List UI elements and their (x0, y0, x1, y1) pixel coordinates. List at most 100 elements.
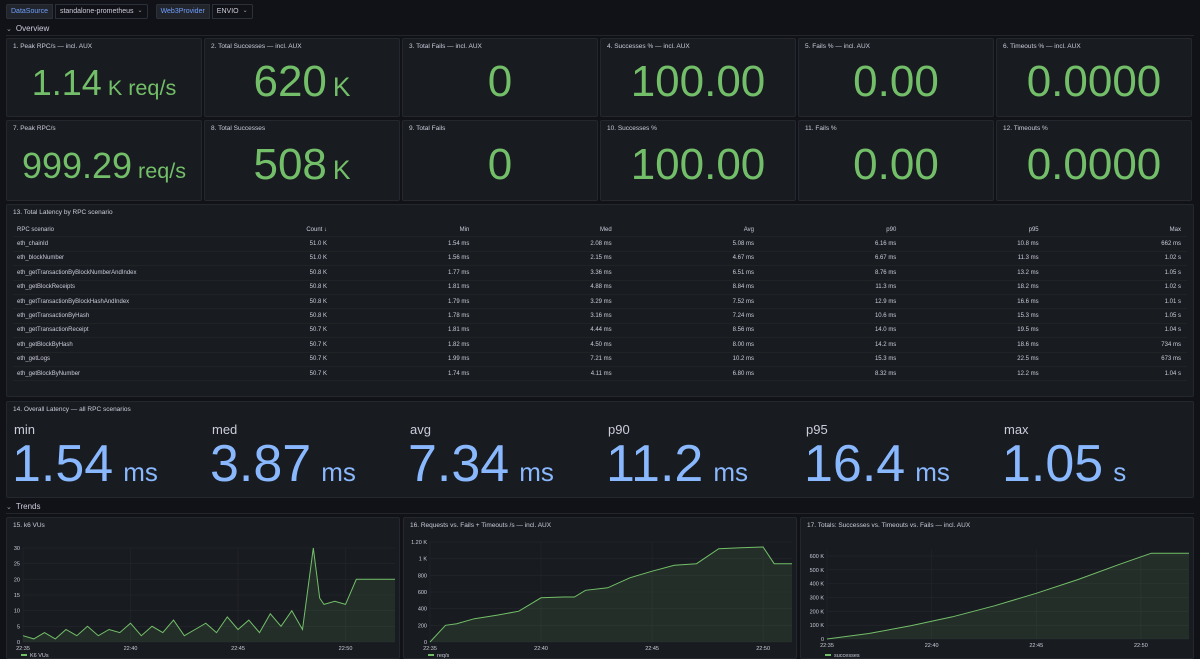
table-row[interactable]: eth_getBlockByHash 50.7 K 1.82 ms 4.50 ms 8.… (13, 338, 1187, 353)
chevron-down-icon: ⌄ (242, 7, 248, 14)
x-tick-label: 22:40 (534, 646, 548, 652)
x-tick-label: 22:50 (339, 646, 353, 652)
table-row[interactable]: eth_blockNumber 51.0 K 1.56 ms 2.15 ms 4.67 … (13, 252, 1187, 267)
table-cell: 16.6 ms (1017, 298, 1039, 305)
latency-unit: ms (915, 457, 950, 487)
y-tick-label: 10 (14, 609, 20, 615)
table-cell: eth_getTransactionByHash (17, 313, 90, 320)
table-cell: 7.21 ms (590, 356, 612, 363)
stat-panel: 2. Total Successes — incl. AUX 620 K (204, 38, 400, 117)
stat-number: 508 (253, 140, 327, 190)
table-cell: 1.04 s (1164, 327, 1181, 334)
table-cell: 50.8 K (309, 284, 327, 291)
stat-value: 0.00 (799, 140, 993, 190)
stat-number: 1.14 (31, 61, 102, 103)
x-tick-label: 22:50 (1134, 643, 1148, 649)
table-cell: 10.2 ms (732, 356, 754, 363)
y-tick-label: 100 K (810, 623, 825, 629)
panel-title: 16. Requests vs. Fails + Timeouts /s — i… (410, 522, 552, 529)
table-cell: eth_blockNumber (17, 255, 65, 262)
legend-label[interactable]: successes (834, 653, 860, 659)
table-cell: 15.3 ms (874, 356, 897, 363)
latency-value: 7.34 ms (408, 434, 554, 494)
table-row[interactable]: eth_getBlockByNumber 50.7 K 1.74 ms 4.11 ms… (13, 367, 1187, 382)
y-tick-label: 5 (17, 624, 20, 630)
stat-number: 620 (253, 57, 327, 107)
series-area (23, 548, 395, 642)
table-cell: 50.7 K (309, 341, 327, 348)
table-cell: 6.16 ms (874, 241, 897, 248)
table-cell: 1.81 ms (447, 327, 470, 334)
panel-title: 7. Peak RPC/s (13, 125, 56, 132)
variables-bar: DataSource standalone-prometheus ⌄ Web3P… (0, 0, 1200, 22)
table-cell: 22.5 ms (1017, 356, 1039, 363)
latency-number: 16.4 (804, 435, 906, 493)
web3provider-variable-select[interactable]: ENVIO ⌄ (211, 3, 253, 19)
column-header-rpc-scenario[interactable]: RPC scenario (17, 226, 55, 233)
column-header-p95[interactable]: p95 (1028, 226, 1039, 233)
table-row[interactable]: eth_chainId 51.0 K 1.54 ms 2.08 ms 5.08 ms 6.… (13, 237, 1187, 252)
table-cell: eth_getBlockByHash (17, 341, 73, 348)
table-row[interactable]: eth_getTransactionReceipt 50.7 K 1.81 ms 4.… (13, 324, 1187, 339)
row-trends-title: Trends (15, 502, 41, 511)
legend-label[interactable]: K6 VUs (30, 653, 49, 659)
latency-value: 16.4 ms (804, 434, 950, 494)
row-overview[interactable]: ⌄ Overview (6, 24, 49, 33)
table-cell: 1.56 ms (447, 255, 470, 262)
x-tick-label: 22:45 (231, 646, 245, 652)
web3provider-variable-value: ENVIO (216, 7, 239, 15)
overall-latency-panel: 14. Overall Latency — all RPC scenarios … (6, 401, 1194, 498)
latency-label: med (212, 422, 238, 437)
column-header-min[interactable]: Min (459, 226, 470, 233)
datasource-variable-label: DataSource (6, 3, 53, 19)
table-row[interactable]: eth_getLogs 50.7 K 1.99 ms 7.21 ms 10.2 ms 15… (13, 353, 1187, 367)
datasource-variable-select[interactable]: standalone-prometheus ⌄ (54, 3, 148, 19)
table-cell: 1.54 ms (447, 241, 470, 248)
table-cell: 673 ms (1161, 356, 1181, 363)
stat-value: 100.00 (601, 140, 795, 190)
stat-value: 508 K (205, 140, 399, 190)
table-cell: 50.7 K (309, 356, 327, 363)
table-cell: 50.8 K (309, 313, 327, 320)
latency-unit: ms (321, 457, 356, 487)
table-row[interactable]: eth_getTransactionByHash 50.8 K 1.78 ms 3.1… (13, 309, 1187, 324)
table-cell: 6.51 ms (732, 269, 754, 276)
x-tick-label: 22:50 (756, 646, 770, 652)
y-tick-label: 25 (14, 562, 20, 568)
y-tick-label: 400 (418, 607, 427, 613)
table-cell: 1.74 ms (447, 370, 470, 377)
chevron-down-icon: ⌄ (6, 503, 12, 511)
panel-title: 6. Timeouts % — incl. AUX (1003, 43, 1081, 50)
table-row[interactable]: eth_getTransactionByBlockHashAndIndex 50.… (13, 295, 1187, 310)
row-trends[interactable]: ⌄ Trends (6, 502, 40, 511)
column-header-med[interactable]: Med (599, 226, 612, 233)
column-header-count[interactable]: Count ↓ (163, 227, 333, 233)
y-tick-label: 15 (14, 593, 20, 599)
table-row[interactable]: eth_getBlockReceipts 50.8 K 1.81 ms 4.88 ms… (13, 281, 1187, 295)
table-row[interactable]: eth_getTransactionByBlockNumberAndIndex 5… (13, 266, 1187, 281)
legend-swatch (428, 654, 434, 656)
series-area (827, 553, 1189, 639)
legend-label[interactable]: req/s (437, 653, 449, 659)
stat-unit: req/s (138, 157, 187, 183)
column-header-p90[interactable]: p90 (886, 226, 897, 233)
table-cell: 662 ms (1161, 241, 1181, 248)
y-tick-label: 600 (418, 590, 427, 596)
column-header-max[interactable]: Max (1169, 226, 1181, 233)
table-cell: eth_getBlockReceipts (17, 284, 76, 291)
table-cell: 50.7 K (309, 327, 327, 334)
table-cell: 19.5 ms (1017, 327, 1039, 334)
stat-unit: K (332, 72, 351, 103)
stat-number: 0.0000 (1026, 140, 1162, 190)
x-tick-label: 22:40 (925, 643, 939, 649)
table-cell: 50.8 K (309, 269, 327, 276)
table-cell: 1.79 ms (447, 298, 470, 305)
column-header-avg[interactable]: Avg (743, 226, 754, 233)
table-cell: 6.80 ms (732, 370, 754, 377)
table-cell: 1.05 s (1164, 313, 1181, 320)
x-tick-label: 22:45 (645, 646, 659, 652)
table-cell: 14.0 ms (874, 327, 897, 334)
table-cell: 1.78 ms (447, 313, 470, 320)
x-tick-label: 22:35 (820, 643, 834, 649)
stat-panel: 5. Fails % — incl. AUX 0.00 (798, 38, 994, 117)
